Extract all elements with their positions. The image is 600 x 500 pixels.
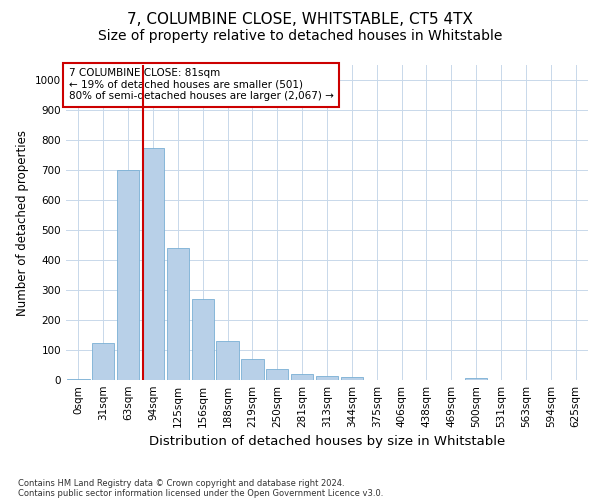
Bar — [465, 378, 487, 380]
Text: Contains public sector information licensed under the Open Government Licence v3: Contains public sector information licen… — [18, 489, 383, 498]
Bar — [217, 341, 239, 380]
Bar — [117, 170, 139, 380]
Bar — [92, 342, 115, 380]
Bar — [291, 374, 313, 380]
Bar — [266, 368, 289, 380]
Text: Size of property relative to detached houses in Whitstable: Size of property relative to detached ho… — [98, 29, 502, 43]
X-axis label: Distribution of detached houses by size in Whitstable: Distribution of detached houses by size … — [149, 436, 505, 448]
Text: Contains HM Land Registry data © Crown copyright and database right 2024.: Contains HM Land Registry data © Crown c… — [18, 479, 344, 488]
Text: 7, COLUMBINE CLOSE, WHITSTABLE, CT5 4TX: 7, COLUMBINE CLOSE, WHITSTABLE, CT5 4TX — [127, 12, 473, 28]
Bar — [67, 378, 89, 380]
Text: 7 COLUMBINE CLOSE: 81sqm
← 19% of detached houses are smaller (501)
80% of semi-: 7 COLUMBINE CLOSE: 81sqm ← 19% of detach… — [68, 68, 334, 102]
Bar — [142, 148, 164, 380]
Y-axis label: Number of detached properties: Number of detached properties — [16, 130, 29, 316]
Bar — [191, 299, 214, 380]
Bar — [241, 359, 263, 380]
Bar — [316, 376, 338, 380]
Bar — [167, 248, 189, 380]
Bar — [341, 377, 363, 380]
